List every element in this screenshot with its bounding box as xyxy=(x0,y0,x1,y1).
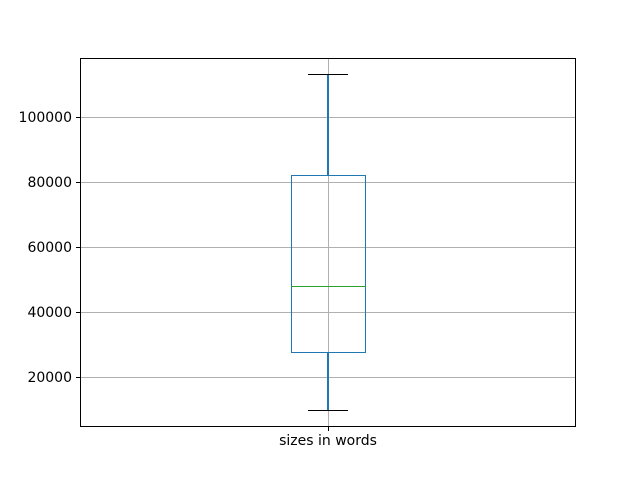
plot-area xyxy=(80,57,576,428)
lower-whisker-cap xyxy=(308,409,348,412)
upper-whisker-line xyxy=(327,74,329,176)
y-tick-label: 100000 xyxy=(18,109,72,126)
iqr-box xyxy=(290,175,366,353)
y-tick-label: 20000 xyxy=(27,369,72,386)
y-tick-label: 40000 xyxy=(27,304,72,321)
x-tick-label: sizes in words xyxy=(279,433,377,449)
median-line xyxy=(290,285,366,287)
lower-whisker-line xyxy=(327,352,329,411)
y-tick-mark xyxy=(76,312,80,314)
upper-whisker-cap xyxy=(308,73,348,76)
y-tick-mark xyxy=(76,377,80,379)
y-tick-label: 60000 xyxy=(27,239,72,256)
y-tick-mark xyxy=(76,117,80,119)
y-tick-mark xyxy=(76,182,80,184)
y-tick-label: 80000 xyxy=(27,174,72,191)
x-tick-mark xyxy=(327,427,329,432)
y-tick-mark xyxy=(76,247,80,249)
x-gridline xyxy=(327,57,329,428)
